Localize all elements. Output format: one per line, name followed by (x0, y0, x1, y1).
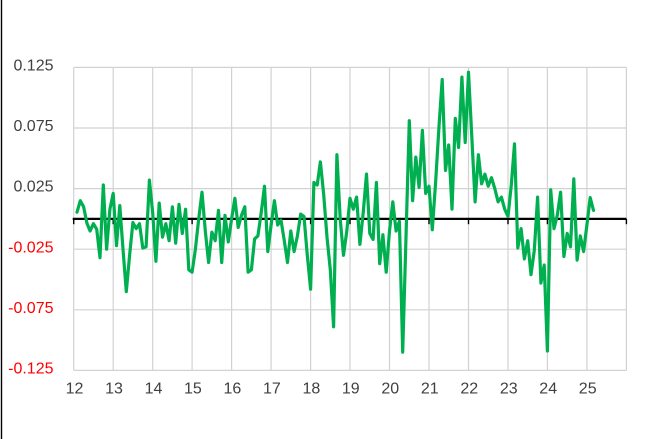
svg-text:22: 22 (460, 380, 478, 397)
svg-text:24: 24 (539, 380, 557, 397)
svg-text:12: 12 (66, 380, 84, 397)
svg-text:21: 21 (421, 380, 439, 397)
svg-text:23: 23 (500, 380, 518, 397)
svg-text:20: 20 (381, 380, 399, 397)
svg-text:0.025: 0.025 (13, 179, 53, 196)
svg-text:17: 17 (263, 380, 281, 397)
svg-text:15: 15 (184, 380, 202, 397)
svg-text:13: 13 (105, 380, 123, 397)
svg-text:16: 16 (224, 380, 242, 397)
svg-text:0.075: 0.075 (13, 118, 53, 135)
svg-text:18: 18 (303, 380, 321, 397)
svg-text:19: 19 (342, 380, 360, 397)
svg-text:14: 14 (145, 380, 163, 397)
svg-text:-0.075: -0.075 (8, 300, 53, 317)
svg-text:-0.025: -0.025 (8, 239, 53, 256)
svg-text:25: 25 (579, 380, 597, 397)
svg-text:0.125: 0.125 (13, 58, 53, 75)
svg-text:-0.125: -0.125 (8, 361, 53, 378)
